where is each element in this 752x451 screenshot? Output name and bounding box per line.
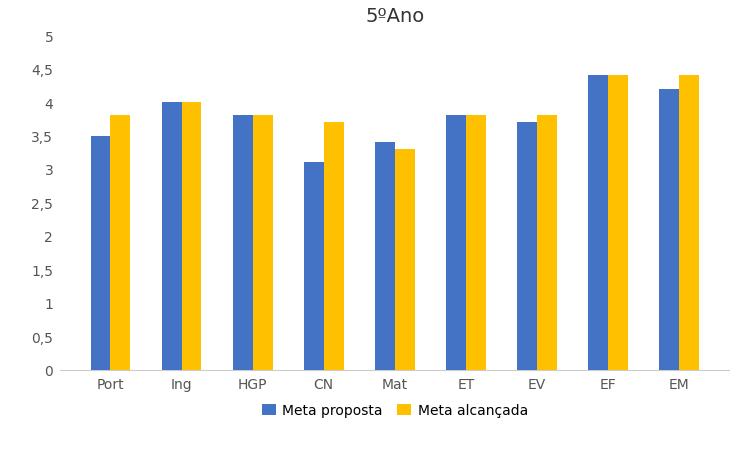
Title: 5ºAno: 5ºAno — [365, 7, 424, 26]
Bar — [304, 163, 323, 370]
Bar — [232, 116, 253, 370]
Bar — [537, 116, 557, 370]
Legend: Meta proposta, Meta alcançada: Meta proposta, Meta alcançada — [256, 398, 533, 423]
Bar — [679, 76, 699, 370]
Bar — [253, 116, 272, 370]
Bar — [395, 150, 414, 370]
Bar — [375, 143, 395, 370]
Bar — [181, 103, 202, 370]
Bar — [323, 123, 344, 370]
Bar — [660, 89, 679, 370]
Bar — [90, 136, 111, 370]
Bar — [588, 76, 608, 370]
Bar — [111, 116, 130, 370]
Bar — [162, 103, 181, 370]
Bar — [608, 76, 628, 370]
Bar — [446, 116, 466, 370]
Bar — [466, 116, 486, 370]
Bar — [517, 123, 537, 370]
